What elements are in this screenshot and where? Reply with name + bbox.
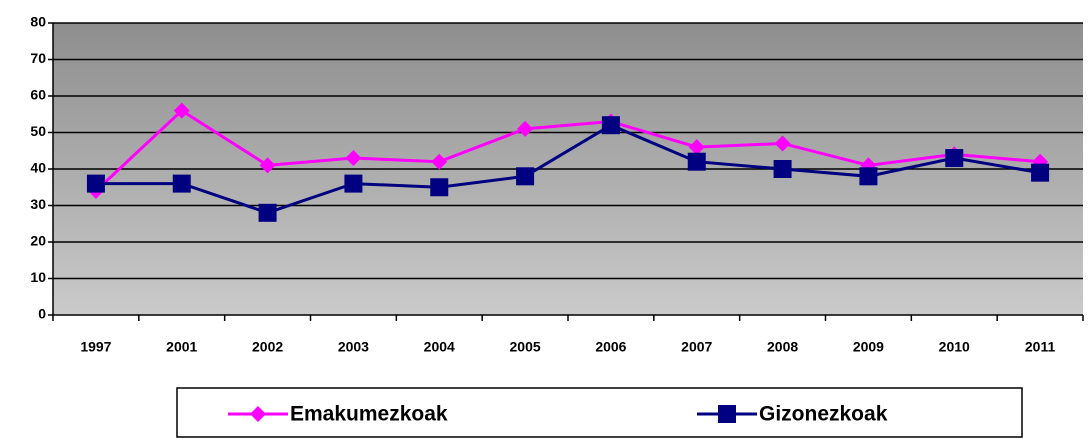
point-marker <box>773 160 792 178</box>
y-tick-label: 40 <box>30 160 46 176</box>
y-tick-label: 60 <box>30 87 46 103</box>
x-tick-label: 2008 <box>767 339 798 355</box>
point-marker <box>259 157 276 174</box>
point-marker <box>688 139 705 156</box>
legend-label: Gizonezkoak <box>759 403 888 426</box>
point-marker <box>517 120 534 137</box>
x-tick-label: 2003 <box>338 339 369 355</box>
y-tick-label: 30 <box>30 196 46 212</box>
x-tick-label: 1997 <box>80 339 111 355</box>
point-marker <box>344 174 363 193</box>
point-marker <box>945 149 964 168</box>
x-tick-label: 2006 <box>595 339 626 355</box>
point-marker <box>172 174 191 193</box>
point-marker <box>516 167 535 186</box>
point-marker <box>86 174 105 193</box>
y-tick-label: 80 <box>30 14 46 30</box>
y-tick-label: 70 <box>30 50 46 66</box>
y-tick-label: 0 <box>38 306 46 322</box>
series-line <box>95 123 1041 215</box>
point-marker <box>345 150 362 167</box>
legend-marker <box>718 405 736 423</box>
point-marker <box>1031 163 1050 182</box>
point-marker <box>430 178 449 197</box>
point-marker <box>859 167 878 186</box>
point-marker <box>431 153 448 170</box>
x-tick-label: 2011 <box>1025 339 1056 355</box>
x-tick-label: 2007 <box>681 339 712 355</box>
point-marker <box>774 135 791 152</box>
point-marker <box>687 152 706 171</box>
series-line <box>94 108 1041 192</box>
x-tick-label: 2010 <box>939 339 970 355</box>
y-tick-label: 10 <box>30 269 46 285</box>
point-marker <box>173 102 190 119</box>
legend-label: Emakumezkoak <box>290 403 448 426</box>
x-tick-label: 2005 <box>510 339 541 355</box>
y-tick-label: 50 <box>30 123 46 139</box>
legend-marker <box>250 406 266 422</box>
x-tick-label: 2001 <box>166 339 197 355</box>
point-marker <box>258 203 277 222</box>
legend-box <box>176 387 1023 438</box>
x-tick-label: 2004 <box>424 339 455 355</box>
y-tick-label: 20 <box>30 233 46 249</box>
x-tick-label: 2009 <box>853 339 884 355</box>
point-marker <box>601 116 620 135</box>
x-tick-label: 2002 <box>252 339 283 355</box>
